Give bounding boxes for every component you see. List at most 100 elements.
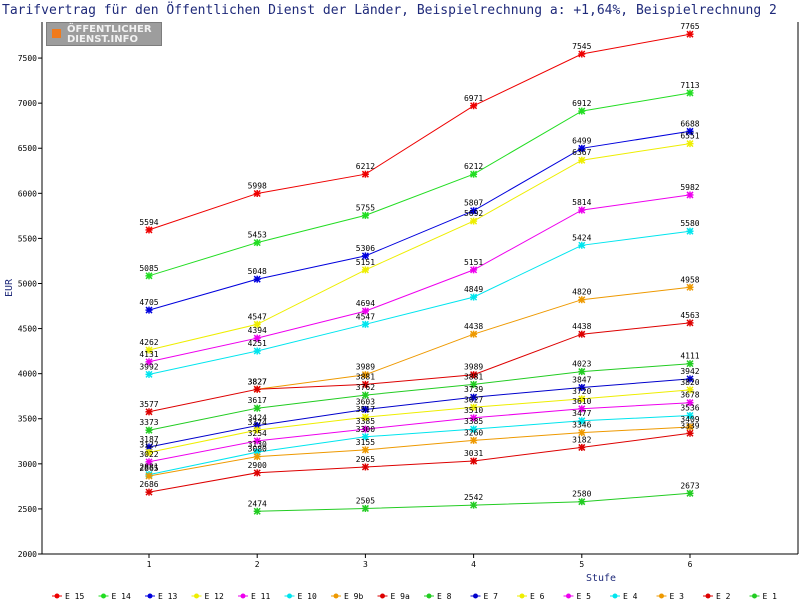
data-label: 7545 (572, 42, 591, 51)
legend-label: E_5 (577, 592, 592, 600)
x-ticks: 1 2 3 4 5 6 (147, 554, 693, 569)
legend-item-e-9b: E_9b (331, 592, 363, 600)
data-label: 5151 (356, 258, 375, 267)
data-point (145, 488, 153, 496)
data-label: 4111 (680, 352, 699, 361)
data-label: 3187 (139, 435, 158, 444)
y-tick-label: 3500 (18, 415, 37, 424)
data-point (361, 170, 369, 178)
data-label: 4547 (356, 312, 375, 321)
series-e-10 (145, 227, 694, 378)
data-label: 4262 (139, 338, 158, 347)
data-point (470, 330, 478, 338)
data-point (578, 443, 586, 451)
data-point (361, 413, 369, 421)
data-point (686, 283, 694, 291)
data-label: 3300 (356, 425, 375, 434)
series-e-3 (145, 423, 694, 480)
data-point (686, 191, 694, 199)
data-label: 6499 (572, 136, 591, 145)
y-tick-label: 5000 (18, 279, 37, 288)
data-label: 3989 (464, 363, 483, 372)
y-tick-label: 7500 (18, 54, 37, 63)
data-label: 3847 (572, 375, 591, 384)
data-point (361, 425, 369, 433)
data-point (686, 489, 694, 497)
data-label: 2673 (680, 481, 699, 490)
data-point (686, 411, 694, 420)
data-label: 3346 (572, 421, 591, 430)
data-point (686, 30, 694, 38)
data-point (578, 417, 586, 425)
data-label: 2474 (248, 499, 267, 508)
legend-marker (519, 593, 525, 599)
data-label: 2580 (572, 490, 591, 499)
data-point (578, 241, 586, 249)
x-tick-label: 1 (147, 560, 152, 569)
data-point (253, 469, 261, 477)
y-tick-label: 6000 (18, 189, 37, 198)
data-label: 2881 (139, 463, 158, 472)
data-label: 2900 (248, 461, 267, 470)
legend-item-e-6: E_6 (517, 592, 545, 600)
data-point (578, 206, 586, 214)
data-label: 3385 (356, 417, 375, 426)
legend-item-e-4: E_4 (610, 592, 638, 600)
data-point (361, 320, 369, 328)
data-point (361, 307, 369, 315)
data-point (145, 346, 153, 354)
data-point (253, 426, 261, 434)
data-label: 4958 (680, 275, 699, 284)
data-label: 3022 (139, 450, 158, 459)
x-tick-label: 4 (471, 560, 476, 569)
x-tick-label: 5 (579, 560, 584, 569)
data-point (578, 144, 586, 152)
y-tick-label: 4000 (18, 370, 37, 379)
data-label: 3510 (464, 406, 483, 415)
data-point (686, 386, 694, 394)
data-point (361, 371, 369, 379)
data-label: 3130 (248, 440, 267, 449)
data-point (686, 227, 694, 235)
series-line (148, 363, 691, 431)
y-tick-label: 5500 (18, 234, 37, 243)
legend-item-e-1: E_1 (749, 592, 777, 600)
data-point (470, 266, 478, 274)
data-label: 3080 (248, 445, 267, 454)
data-point (578, 296, 586, 304)
legend-label: E_6 (530, 592, 545, 600)
data-point (253, 189, 261, 198)
series-line (148, 432, 691, 493)
data-point (686, 360, 694, 368)
legend-label: E_15 (65, 592, 84, 600)
data-point (253, 334, 261, 342)
data-point (145, 226, 153, 234)
legend-item-e-2: E_2 (703, 592, 731, 600)
data-label: 3517 (356, 405, 375, 414)
series-e-6 (145, 386, 694, 456)
data-point (145, 370, 153, 378)
data-point (470, 102, 478, 110)
data-point (253, 320, 261, 328)
data-label: 4394 (248, 326, 267, 335)
legend-item-e-3: E_3 (656, 592, 685, 600)
data-label: 5807 (464, 199, 483, 208)
data-label: 7113 (680, 81, 699, 90)
series-line (148, 33, 691, 231)
data-point (470, 371, 478, 379)
data-point (578, 156, 586, 164)
legend-marker (659, 593, 664, 599)
data-label: 6212 (356, 162, 375, 171)
data-label: 4563 (680, 311, 699, 320)
y-axis-label: EUR (4, 278, 15, 297)
y-tick-label: 4500 (18, 325, 37, 334)
data-point (686, 375, 694, 383)
legend-marker (380, 593, 385, 599)
legend-label: E_3 (670, 592, 685, 600)
x-tick-label: 3 (363, 560, 368, 569)
data-point (470, 170, 478, 178)
data-point (470, 414, 478, 422)
legend-label: E_8 (437, 592, 452, 600)
series-e-1 (253, 489, 694, 515)
